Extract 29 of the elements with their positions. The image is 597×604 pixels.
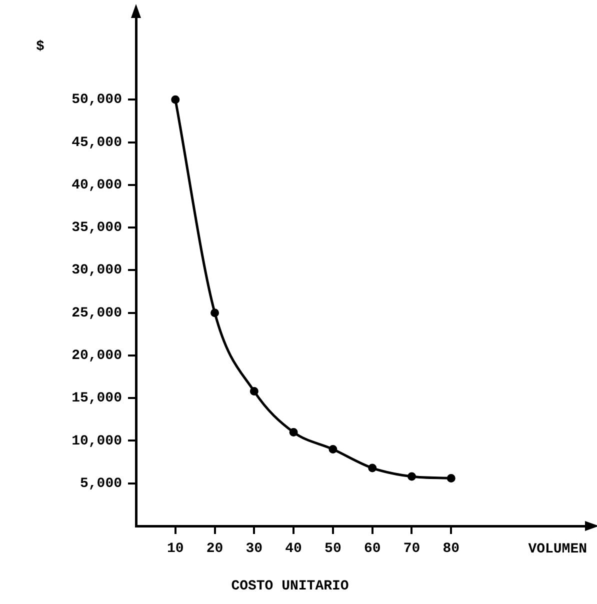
- y-tick-label: 20,000: [72, 348, 122, 364]
- text: COSTO UNITARIO: [231, 578, 349, 595]
- y-tick-label: 35,000: [72, 220, 122, 236]
- y-tick-label: 30,000: [72, 262, 122, 279]
- point: [407, 472, 416, 481]
- y-tick-label: 40,000: [72, 177, 122, 194]
- x-tick-label: 40: [285, 540, 302, 557]
- x-tick-label: 20: [206, 540, 224, 557]
- x-tick-label: 10: [166, 540, 184, 557]
- point: [210, 308, 220, 318]
- point: [446, 474, 456, 482]
- y-tick-label: 50,000: [72, 92, 122, 108]
- x-tick-label: 70: [403, 540, 420, 557]
- y-tick-label: 25,000: [72, 305, 122, 322]
- x-tick-label: 60: [364, 540, 381, 557]
- x-tick-label: 30: [246, 540, 263, 557]
- y-tick-label: 15,000: [72, 390, 122, 407]
- point: [368, 464, 377, 472]
- x-tick-label: 50: [324, 540, 342, 557]
- point: [328, 445, 338, 454]
- x-axis-title: VOLUMEN: [528, 542, 587, 558]
- y-tick-label: 45,000: [72, 134, 122, 151]
- point: [250, 387, 258, 396]
- y-tick-label: 5,000: [80, 476, 122, 492]
- x-tick-label: 80: [442, 540, 460, 557]
- y-axis-title: $: [36, 38, 44, 55]
- point: [289, 428, 298, 436]
- y-tick-label: 10,000: [72, 433, 122, 450]
- point: [171, 95, 180, 104]
